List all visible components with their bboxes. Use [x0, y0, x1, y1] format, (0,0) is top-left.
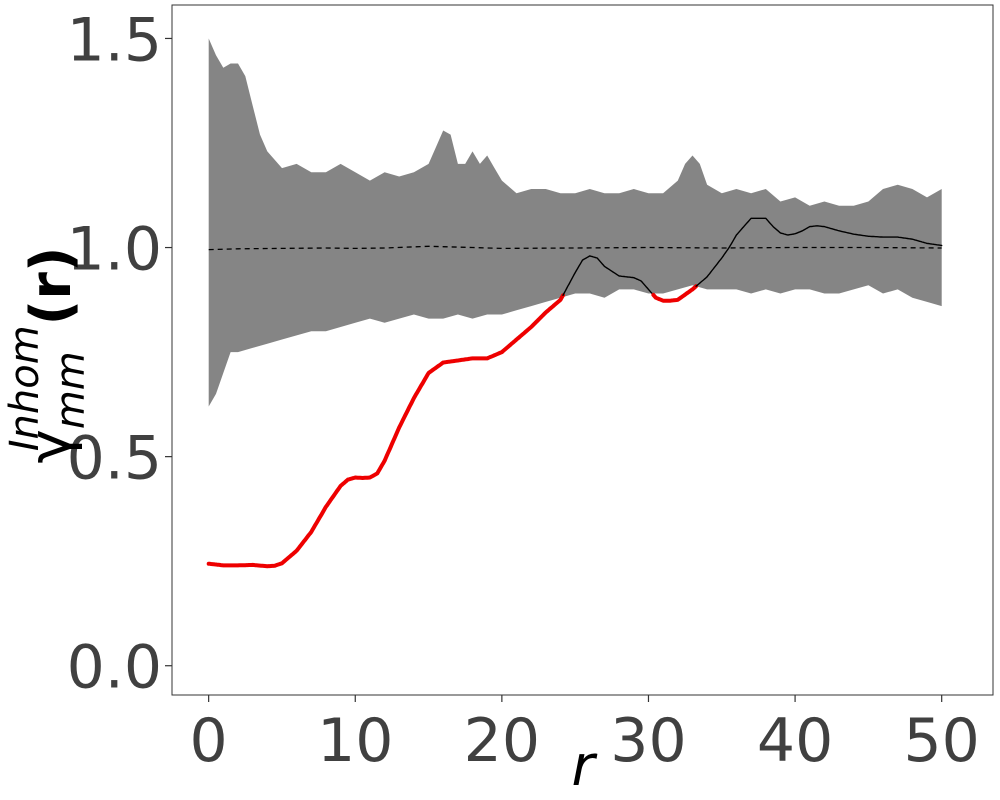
plot-frame [171, 4, 994, 696]
y-tick-label: 1.0 [67, 215, 162, 285]
plot-area [206, 38, 943, 569]
y-axis-title-base: γ [16, 429, 84, 463]
theoretical-line [208, 245, 942, 251]
x-axis-title: r [571, 734, 597, 799]
y-tick-label: 0.0 [67, 633, 162, 703]
observed-line-inside-segment [562, 255, 655, 296]
observed-line-outside-segment [651, 284, 699, 303]
y-axis-title-subscript: mm [48, 351, 94, 429]
observed-line-outside-segment [206, 293, 565, 569]
x-tick-label: 50 [904, 706, 980, 776]
y-axis-title: γmmInhom(r) [2, 246, 94, 463]
x-tick-label: 40 [757, 706, 833, 776]
x-tick-label: 20 [464, 706, 540, 776]
y-tick-label: 1.5 [67, 5, 162, 75]
observed-line-inside-segment [695, 217, 943, 287]
y-tick-label: 0.5 [67, 424, 162, 494]
x-tick-label: 10 [317, 706, 393, 776]
x-tick-label: 30 [610, 706, 686, 776]
y-axis-title-suffix: (r) [19, 246, 84, 325]
svg-text:γmmInhom(r): γmmInhom(r) [2, 246, 94, 463]
axes: 0 10 20 30 40 50 0.0 0.5 1.0 1.5 [67, 5, 980, 776]
y-axis-title-superscript: Inhom [2, 325, 48, 451]
envelope-band [208, 38, 942, 407]
x-tick-label: 0 [190, 706, 228, 776]
